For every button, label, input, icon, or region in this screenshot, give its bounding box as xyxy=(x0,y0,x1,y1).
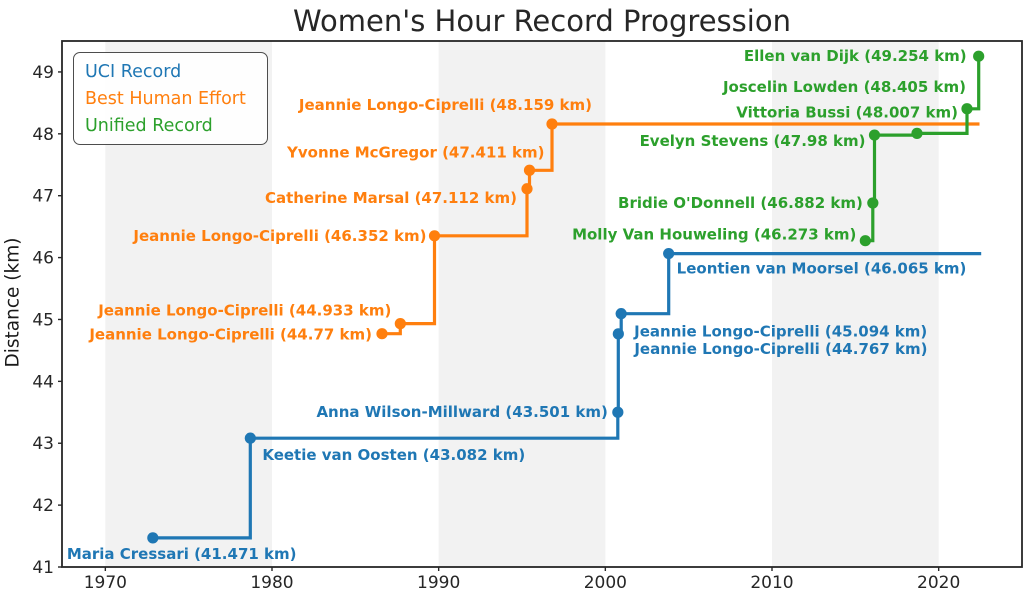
data-point-dot xyxy=(867,197,879,209)
data-point-dot xyxy=(612,406,624,418)
point-label-molly-van-houweling: Molly Van Houweling (46.273 km) xyxy=(572,226,856,244)
legend-item-best-human-effort: Best Human Effort xyxy=(85,89,246,109)
point-label-ellen-van-dijk: Ellen van Dijk (49.254 km) xyxy=(744,47,967,65)
legend-item-uci-record: UCI Record xyxy=(85,62,182,82)
series-line-uci-record xyxy=(152,252,982,540)
x-tick-label: 1990 xyxy=(417,573,460,593)
y-tick-label: 42 xyxy=(32,496,54,516)
y-tick-label: 49 xyxy=(32,63,54,83)
x-tick-label: 2020 xyxy=(917,573,960,593)
point-label-keetie-van-oosten: Keetie van Oosten (43.082 km) xyxy=(262,446,525,464)
y-tick-label: 46 xyxy=(32,249,54,269)
point-label-jeannie-longo-ciprelli: Jeannie Longo-Ciprelli (44.767 km) xyxy=(633,340,927,358)
y-axis-label: Distance (km) xyxy=(2,237,24,368)
data-point-dot xyxy=(911,127,923,139)
data-point-dot xyxy=(663,247,675,260)
decade-band xyxy=(772,41,939,567)
point-label-jeannie-longo-ciprelli: Jeannie Longo-Ciprelli (45.094 km) xyxy=(633,323,927,341)
y-tick-label: 45 xyxy=(32,310,54,330)
point-label-catherine-marsal: Catherine Marsal (47.112 km) xyxy=(265,189,517,207)
data-point-dot xyxy=(147,532,159,544)
data-point-dot xyxy=(428,230,441,242)
data-point-dot xyxy=(868,129,881,141)
y-tick-label: 43 xyxy=(32,434,54,454)
legend-item-unified-record: Unified Record xyxy=(85,116,213,136)
data-point-dot xyxy=(521,183,533,195)
y-tick-label: 47 xyxy=(32,187,54,207)
point-label-jeannie-longo-ciprelli: Jeannie Longo-Ciprelli (44.933 km) xyxy=(97,302,391,320)
data-point-dot xyxy=(961,103,973,115)
x-tick-label: 1980 xyxy=(250,573,293,593)
data-point-dot xyxy=(546,118,558,130)
data-point-dot xyxy=(859,235,871,247)
data-point-dot xyxy=(376,328,388,340)
point-label-yvonne-mcgregor: Yvonne McGregor (47.411 km) xyxy=(286,143,544,161)
x-tick-label: 2000 xyxy=(584,573,627,593)
point-label-evelyn-stevens: Evelyn Stevens (47.98 km) xyxy=(640,132,866,150)
y-tick-label: 41 xyxy=(32,558,54,578)
axis-frame xyxy=(61,40,1023,568)
point-label-jeannie-longo-ciprelli: Jeannie Longo-Ciprelli (44.77 km) xyxy=(88,326,372,344)
point-label-leontien-van-moorsel: Leontien van Moorsel (46.065 km) xyxy=(677,260,967,278)
x-tick-label: 1970 xyxy=(84,573,127,593)
data-point-dot xyxy=(523,164,536,176)
x-tick-label: 2010 xyxy=(750,573,793,593)
data-point-dot xyxy=(394,318,406,330)
point-label-vittoria-bussi: Vittoria Bussi (48.007 km) xyxy=(736,103,958,121)
point-label-jeannie-longo-ciprelli: Jeannie Longo-Ciprelli (48.159 km) xyxy=(298,96,592,114)
point-label-jeannie-longo-ciprelli: Jeannie Longo-Ciprelli (46.352 km) xyxy=(132,227,426,245)
y-tick-label: 44 xyxy=(32,372,54,392)
point-label-maria-cressari: Maria Cressari (41.471 km) xyxy=(67,545,297,563)
y-tick-label: 48 xyxy=(32,125,54,145)
point-label-bridie-o-donnell: Bridie O'Donnell (46.882 km) xyxy=(618,194,863,212)
data-point-dot xyxy=(615,308,627,320)
chart-title: Women's Hour Record Progression xyxy=(293,4,791,38)
data-point-dot xyxy=(612,328,624,340)
data-point-dot xyxy=(973,50,985,62)
decade-band xyxy=(438,41,606,567)
point-label-joscelin-lowden: Joscelin Lowden (48.405 km) xyxy=(722,78,966,96)
legend: UCI Record Best Human Effort Unified Rec… xyxy=(73,52,268,145)
data-point-dot xyxy=(244,432,256,444)
point-label-anna-wilson-millward: Anna Wilson-Millward (43.501 km) xyxy=(316,403,607,421)
